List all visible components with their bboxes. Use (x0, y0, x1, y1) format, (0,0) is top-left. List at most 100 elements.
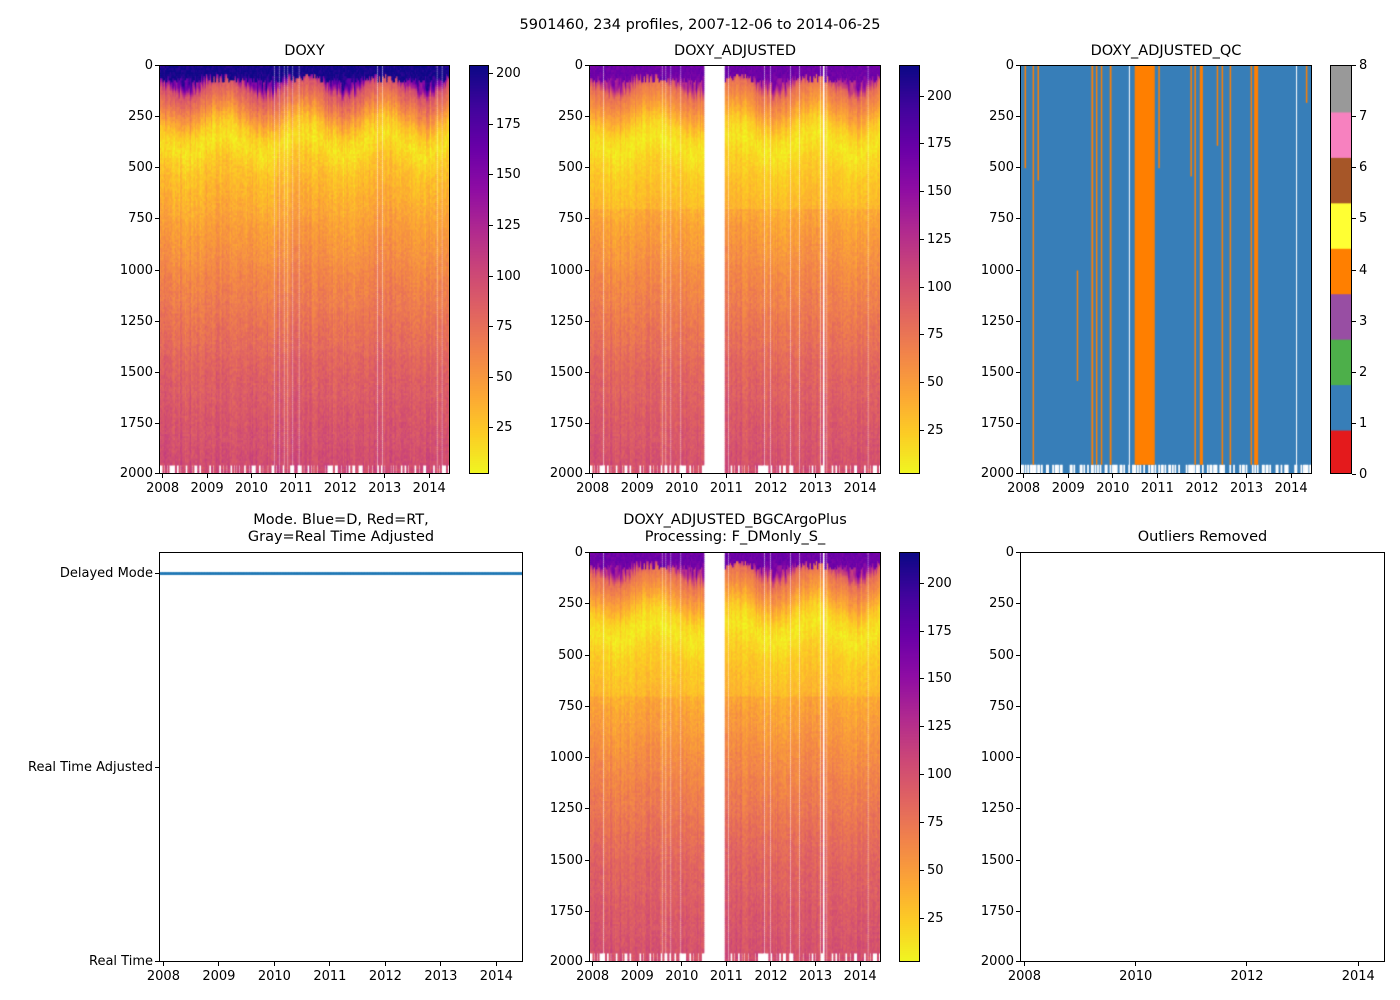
y-tick (155, 473, 159, 474)
colorbar-tick (920, 382, 924, 384)
y-tick (155, 320, 159, 322)
x-tick (329, 962, 331, 966)
x-tick-label: 2012 (368, 969, 402, 984)
y-tick-label: 750 (989, 211, 1014, 227)
axes-mode (159, 552, 523, 962)
y-tick (1016, 371, 1020, 373)
x-tick-label: 2011 (313, 969, 347, 984)
panel-title: Mode. Blue=D, Red=RT, Gray=Real Time Adj… (247, 512, 435, 545)
y-tick-label: 1250 (549, 801, 583, 817)
colorbar-tick (920, 143, 924, 145)
y-tick (1016, 808, 1020, 810)
colorbar-tick-label: 50 (927, 863, 944, 879)
colorbar-tick-label: 100 (927, 279, 952, 295)
y-tick-label: 1500 (549, 364, 583, 380)
y-tick-label: 2000 (980, 466, 1014, 481)
colorbar-tick (1352, 167, 1356, 169)
x-tick-label: 2010 (234, 481, 269, 496)
y-tick-label: 250 (558, 109, 583, 125)
colorbar-tick-label: 100 (927, 767, 952, 783)
colorbar-tick (1352, 218, 1356, 220)
x-tick-label: 2008 (576, 481, 610, 496)
colorbar (899, 552, 920, 962)
x-tick (273, 962, 275, 966)
plot-area-doxy_adjusted_bgcargoplus (590, 553, 880, 961)
x-tick-label: 2009 (620, 969, 654, 984)
y-tick-label: 1750 (549, 415, 583, 431)
y-tick (155, 767, 159, 769)
colorbar-tick-label: 175 (496, 116, 521, 132)
y-tick (1016, 859, 1020, 861)
y-tick (155, 961, 159, 962)
colorbar-tick (489, 73, 493, 75)
y-tick (155, 116, 159, 118)
x-tick (1112, 474, 1114, 478)
y-tick-label: 1250 (980, 801, 1014, 817)
x-tick (1246, 962, 1248, 966)
colorbar-tick-label: 50 (927, 375, 944, 391)
y-tick-label: 1500 (980, 852, 1014, 868)
colorbar-tick (920, 191, 924, 193)
y-tick (585, 910, 589, 912)
x-tick (206, 474, 208, 478)
y-tick (585, 859, 589, 861)
colorbar-tick-label: 200 (927, 88, 952, 104)
y-tick-label: 1750 (119, 415, 153, 431)
colorbar-tick-label: 125 (927, 719, 952, 735)
colorbar-tick-label: 5 (1359, 211, 1368, 227)
colorbar-tick-label: 175 (927, 136, 952, 152)
y-tick (1016, 961, 1020, 962)
colorbar-gradient (900, 553, 919, 961)
y-tick (585, 167, 589, 169)
x-tick-label: 2013 (424, 969, 458, 984)
colorbar-tick (920, 238, 924, 240)
x-tick (1023, 474, 1025, 478)
colorbar-tick (489, 326, 493, 328)
y-tick (585, 422, 589, 424)
colorbar-tick (1352, 371, 1356, 373)
x-tick (1201, 474, 1203, 478)
colorbar-tick (1352, 65, 1356, 66)
y-tick (585, 603, 589, 605)
y-tick-label: 750 (558, 211, 583, 227)
x-tick-label: 2012 (754, 481, 788, 496)
y-tick-label: 1000 (549, 750, 583, 765)
colorbar-tick-label: 6 (1359, 160, 1368, 176)
colorbar-tick-label: 4 (1359, 262, 1368, 278)
x-tick (592, 474, 594, 478)
x-tick-label: 2009 (190, 481, 224, 496)
y-tick-label: 1750 (549, 903, 583, 919)
x-tick (725, 962, 727, 966)
colorbar-tick-label: 25 (927, 910, 944, 926)
colorbar-tick-label: 150 (927, 671, 952, 687)
x-tick-label: 2012 (1230, 969, 1264, 984)
x-tick-label: 2008 (146, 481, 180, 496)
y-tick-label: 1250 (119, 313, 153, 329)
x-tick (859, 962, 861, 966)
colorbar (469, 65, 489, 474)
panel-title: Outliers Removed (1137, 529, 1268, 545)
x-tick (636, 474, 638, 478)
colorbar-tick-label: 75 (927, 815, 944, 831)
y-tick (155, 65, 159, 66)
y-tick (585, 961, 589, 962)
y-tick (1016, 654, 1020, 656)
colorbar-tick (920, 630, 924, 632)
x-tick-label: 2008 (1007, 969, 1041, 984)
x-tick (1357, 962, 1359, 966)
colorbar-tick (1352, 422, 1356, 424)
x-tick (592, 962, 594, 966)
colorbar-tick-label: 25 (927, 423, 944, 439)
x-tick (681, 474, 683, 478)
y-tick-label: 750 (989, 698, 1014, 714)
y-tick (585, 552, 589, 553)
colorbar-tick-label: 1 (1359, 415, 1368, 431)
y-tick-label: 750 (128, 211, 153, 227)
plot-area-doxy_adjusted (590, 66, 880, 473)
y-tick (1016, 320, 1020, 322)
colorbar-tick (489, 174, 493, 176)
x-tick (162, 474, 164, 478)
y-tick (1016, 910, 1020, 912)
y-tick-label: 1750 (980, 903, 1014, 919)
colorbar-tick (1352, 320, 1356, 322)
